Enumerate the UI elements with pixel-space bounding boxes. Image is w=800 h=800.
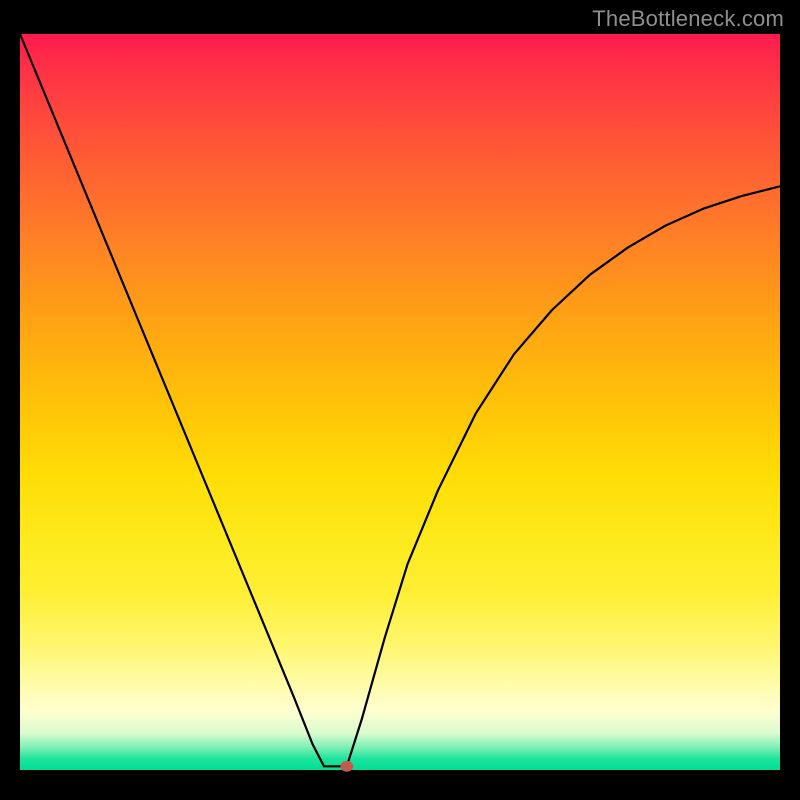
chart-svg <box>20 34 780 770</box>
minimum-marker <box>341 761 353 771</box>
bottleneck-curve <box>20 34 780 766</box>
chart-container <box>20 34 780 770</box>
watermark-text: TheBottleneck.com <box>592 6 784 32</box>
